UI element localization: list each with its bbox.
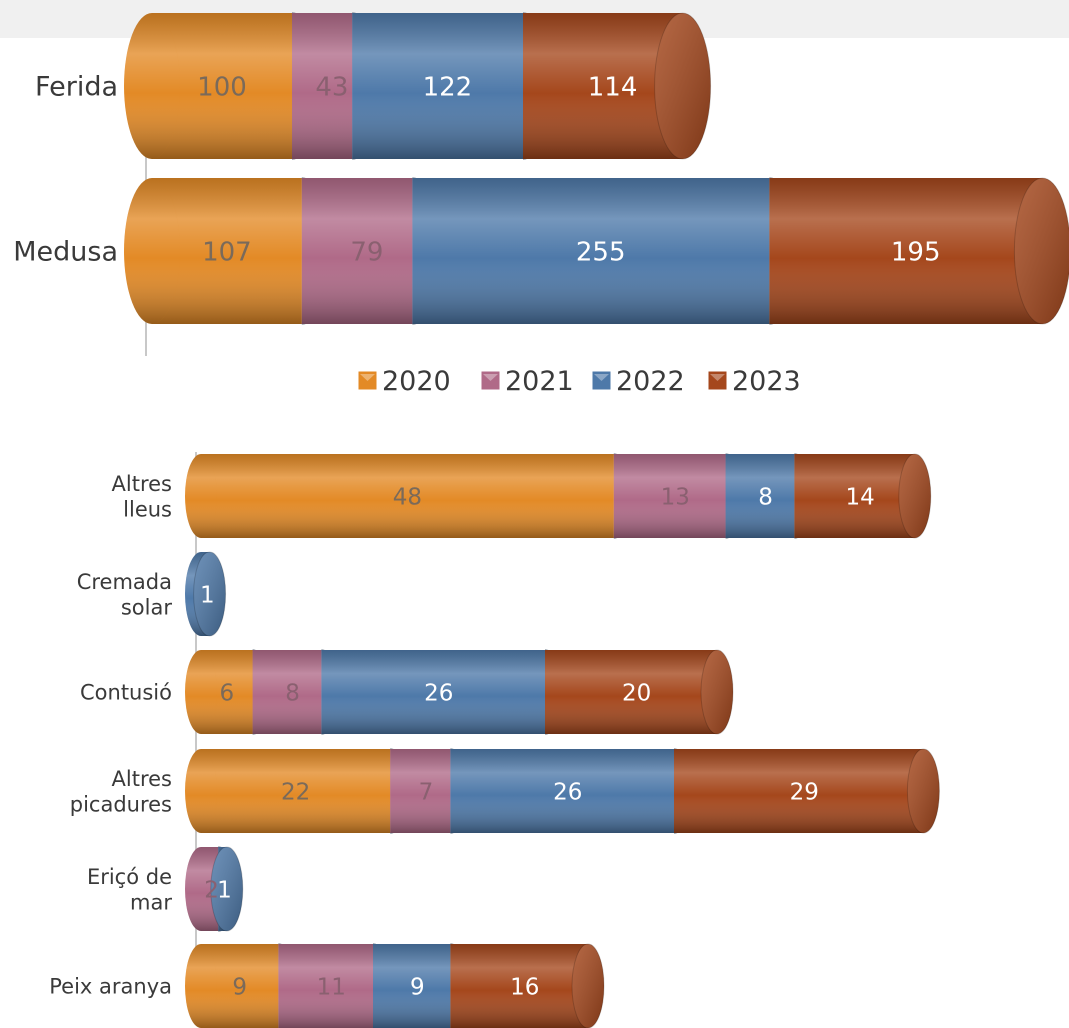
- category-label-ferida: Ferida: [35, 72, 118, 103]
- data-label-peix-aranya-2023: 16: [510, 974, 539, 1000]
- legend-label-2023: 2023: [732, 366, 801, 397]
- data-label-altres-lleus-2023: 14: [846, 484, 875, 510]
- data-label-altres-picadures-2020: 22: [281, 779, 310, 805]
- data-label-contusio-2020: 6: [219, 680, 234, 706]
- bar-segment-contusio-2022: [321, 649, 562, 735]
- legend-item-2021: 2021: [480, 366, 574, 397]
- legend: 2020 2021 2022 2023: [357, 366, 801, 397]
- category-label-contusio: Contusió: [80, 681, 172, 705]
- bar-segment-medusa-2020: [124, 177, 331, 325]
- data-label-medusa-2022: 255: [576, 237, 626, 267]
- data-label-medusa-2021: 79: [350, 237, 383, 267]
- category-label-medusa: Medusa: [13, 237, 118, 268]
- legend-item-2020: 2020: [357, 366, 451, 397]
- bar-medusa: 107 79 255 195: [124, 177, 1069, 325]
- bar-segment-contusio-2023: [545, 649, 734, 735]
- data-label-ferida-2023: 114: [588, 72, 638, 102]
- data-label-medusa-2020: 107: [202, 237, 252, 267]
- data-label-erico-de-mar-2021: 2: [204, 877, 219, 903]
- legend-item-2023: 2023: [707, 366, 801, 397]
- data-label-cremada-solar-2022: 1: [200, 582, 215, 608]
- data-label-peix-aranya-2021: 11: [317, 974, 346, 1000]
- bar-segment-altres-picadures-2023: [674, 748, 940, 834]
- bar-segment-medusa-2022: [412, 177, 799, 325]
- data-label-erico-de-mar-2022: 1: [217, 877, 232, 903]
- bar-segment-peix-aranya-2023: [450, 943, 605, 1028]
- category-label-erico-de-mar: Eriçó de mar: [87, 865, 172, 915]
- bar-segment-contusio-2020: [185, 649, 270, 735]
- category-label-altres-picadures: Altres picadures: [70, 767, 172, 817]
- data-label-altres-picadures-2022: 26: [553, 779, 582, 805]
- bar-segment-ferida-2023: [523, 12, 712, 160]
- data-label-contusio-2021: 8: [285, 680, 300, 706]
- category-label-cremada-solar: Cremada solar: [77, 570, 173, 620]
- data-label-contusio-2022: 26: [424, 680, 453, 706]
- bar-cremada-solar: 1: [185, 551, 227, 637]
- chart-2: Altres lleus 48 13 8 14 Cremada solar 1 Contusió 6…: [49, 452, 940, 1028]
- bar-segment-medusa-2021: [301, 177, 442, 325]
- data-label-ferida-2022: 122: [423, 72, 473, 102]
- data-label-altres-lleus-2022: 8: [758, 484, 773, 510]
- bar-segment-altres-lleus-2023: [794, 453, 932, 539]
- bar-erico-de-mar: 21: [185, 846, 244, 932]
- bar-segment-altres-picadures-2020: [185, 748, 407, 834]
- category-label-altres-lleus: Altres lleus: [112, 472, 172, 522]
- data-label-medusa-2023: 195: [891, 237, 941, 267]
- legend-label-2021: 2021: [505, 366, 574, 397]
- bar-peix-aranya: 9 11 9 16: [185, 943, 605, 1028]
- legend-label-2020: 2020: [382, 366, 451, 397]
- bar-segment-medusa-2023: [769, 177, 1069, 325]
- data-label-contusio-2023: 20: [622, 680, 651, 706]
- data-label-ferida-2021: 43: [315, 72, 348, 102]
- bar-altres-picadures: 22 7 26 29: [185, 748, 940, 834]
- legend-swatch-2021: [480, 370, 501, 391]
- bar-segment-cremada-solar-2022: [185, 551, 227, 637]
- chart-1: Ferida 100 43 122 114 Medusa 107 79 255 195: [13, 12, 1069, 356]
- data-label-altres-lleus-2020: 48: [393, 484, 422, 510]
- data-label-peix-aranya-2020: 9: [232, 974, 247, 1000]
- data-label-altres-picadures-2023: 29: [790, 779, 819, 805]
- bar-altres-lleus: 48 13 8 14: [185, 453, 932, 539]
- bar-contusio: 6 8 26 20: [185, 649, 734, 735]
- legend-swatch-2022: [591, 370, 612, 391]
- legend-swatch-2020: [357, 370, 378, 391]
- data-label-ferida-2020: 100: [197, 72, 247, 102]
- bar-segment-altres-lleus-2020: [185, 453, 631, 539]
- bar-segment-altres-lleus-2021: [613, 453, 743, 539]
- legend-label-2022: 2022: [616, 366, 685, 397]
- category-label-peix-aranya: Peix aranya: [49, 975, 172, 999]
- bar-segment-ferida-2022: [352, 12, 552, 160]
- legend-item-2022: 2022: [591, 366, 685, 397]
- bar-segment-erico-de-mar-2022: [210, 846, 244, 932]
- data-label-peix-aranya-2022: 9: [410, 974, 425, 1000]
- data-label-altres-lleus-2021: 13: [661, 484, 690, 510]
- bar-ferida: 100 43 122 114: [124, 12, 712, 160]
- legend-swatch-2023: [707, 370, 728, 391]
- data-label-altres-picadures-2021: 7: [419, 779, 434, 805]
